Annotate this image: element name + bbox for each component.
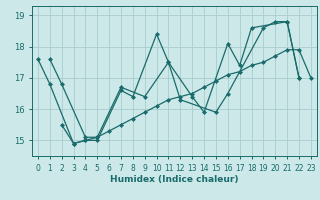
X-axis label: Humidex (Indice chaleur): Humidex (Indice chaleur) [110,175,239,184]
